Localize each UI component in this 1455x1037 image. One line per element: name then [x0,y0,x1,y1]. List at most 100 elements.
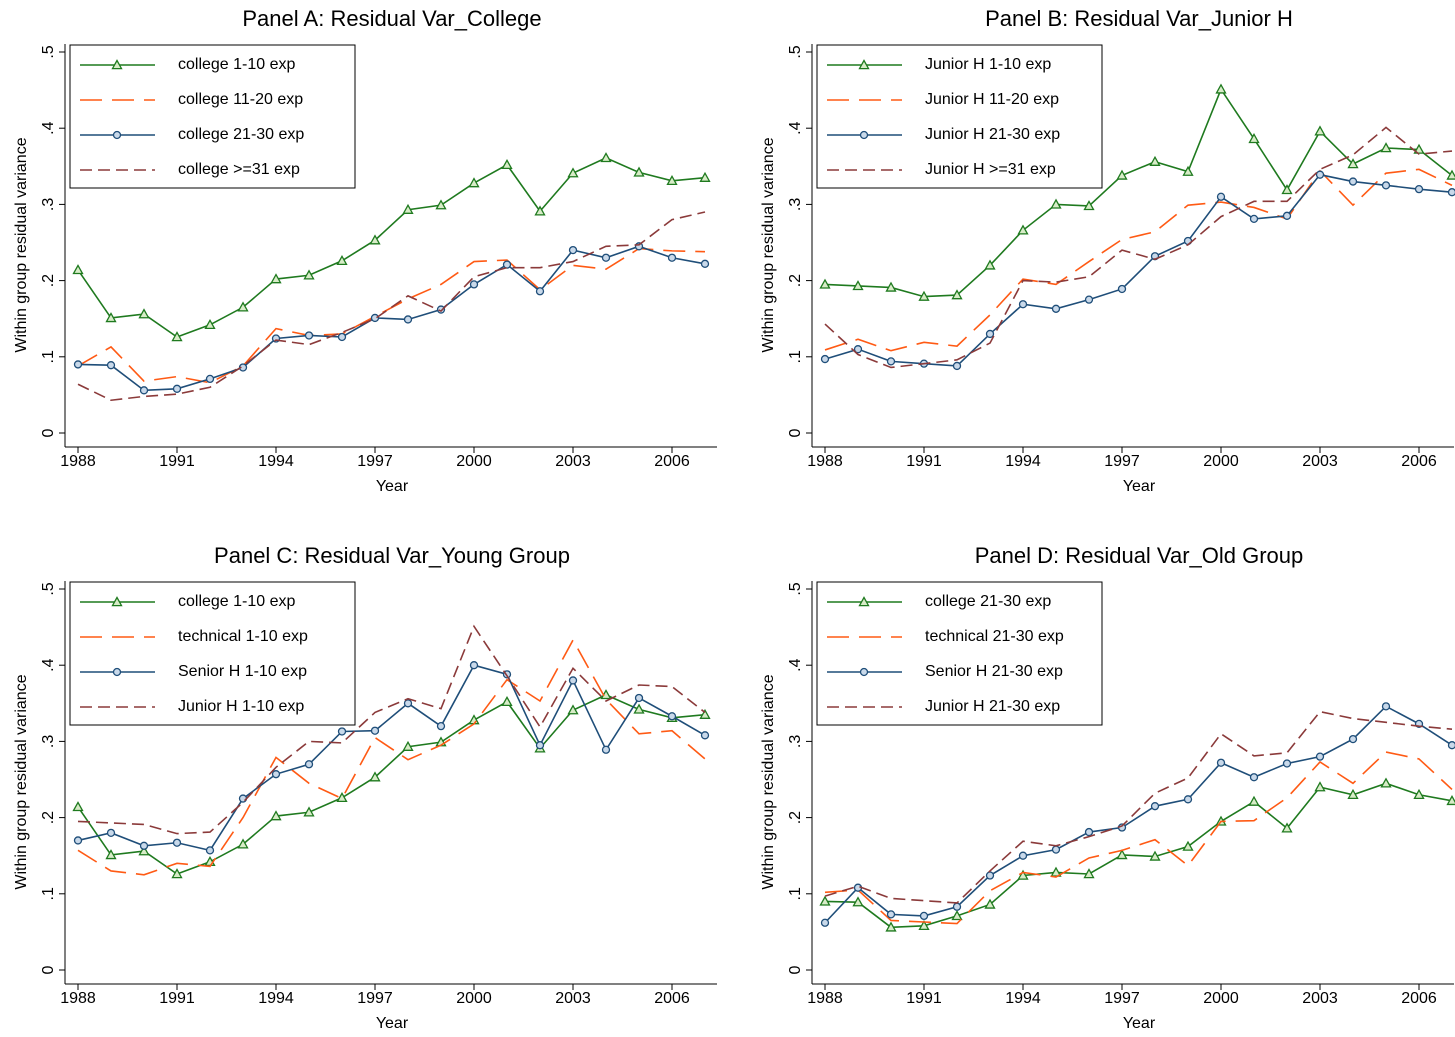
legend: college 21-30 exp technical 21-30 exp Seni… [816,581,1103,726]
marker [204,318,216,330]
legend-label: Junior H 11-20 exp [925,91,1059,108]
marker [886,357,896,366]
marker [1083,868,1095,879]
x-axis-label: Year [1123,478,1156,495]
marker [666,174,678,186]
marker [1083,200,1095,211]
marker [1116,849,1128,860]
marker [138,845,150,856]
marker [1315,170,1325,179]
y-axis-label: Within group residual variance [13,137,30,352]
marker [886,910,896,919]
marker [205,846,215,855]
marker [112,667,122,677]
x-tick-label: 2003 [555,990,591,1007]
marker [600,152,612,163]
marker [139,841,149,850]
marker [1084,295,1094,304]
legend-label: college 1-10 exp [178,593,296,610]
x-axis-label: Year [376,478,409,495]
series-line [824,168,1453,352]
marker [820,918,830,927]
legend-label: Junior H 1-10 exp [178,698,304,715]
y-tick-label: 0 [40,965,57,974]
marker [1447,741,1455,750]
legend-label: college 21-30 exp [178,126,304,143]
marker [304,331,314,340]
marker [1051,304,1061,313]
marker [1315,752,1325,761]
marker [1050,866,1062,877]
marker [402,740,414,751]
marker [567,704,579,715]
marker [1248,795,1260,806]
series-line [824,710,1453,904]
marker [1281,184,1293,195]
y-tick-label: .2 [40,274,57,287]
marker [468,177,480,188]
series-line [77,157,706,338]
legend-label: technical 21-30 exp [925,628,1064,645]
y-tick-label: .2 [40,811,57,824]
marker [1149,850,1161,861]
y-tick-label: .3 [40,735,57,748]
marker [918,290,930,301]
marker [859,667,869,677]
series-line [77,211,706,402]
y-tick-label: .4 [787,658,804,671]
marker [852,280,864,291]
marker [534,205,546,216]
panel: Panel B: Residual Var_Junior H 0 .1 .2 .3 .4.… [760,6,1455,495]
marker [952,902,962,911]
marker [502,260,512,269]
marker [1215,83,1227,94]
marker [859,130,869,140]
marker [1414,185,1424,194]
marker [535,741,545,750]
legend: college 1-10 exp college 11-20 exp college… [69,44,356,189]
marker [985,329,995,339]
marker [139,386,149,395]
x-tick-label: 1997 [1104,453,1140,470]
marker [820,354,830,364]
series-line [77,247,706,384]
x-tick-label: 1997 [1104,990,1140,1007]
x-tick-label: 1988 [807,453,843,470]
x-tick-label: 1994 [258,990,294,1007]
marker [205,374,215,384]
x-tick-label: 2000 [1203,453,1239,470]
x-tick-label: 2003 [1302,453,1338,470]
marker [73,836,83,845]
x-tick-label: 1991 [906,453,942,470]
marker [403,699,413,708]
marker [1381,702,1391,711]
marker [567,167,579,178]
y-tick-label: .1 [40,887,57,900]
marker [885,921,897,932]
x-tick-label: 2003 [1302,990,1338,1007]
x-tick-label: 2000 [456,990,492,1007]
marker [885,281,897,292]
y-tick-label: .2 [787,274,804,287]
x-tick-label: 2006 [1401,990,1437,1007]
marker [304,760,314,769]
y-tick-label: .3 [787,198,804,211]
y-tick-label: .5 [787,45,804,58]
marker [819,895,831,906]
marker [699,708,711,719]
marker [105,849,117,860]
marker [700,731,710,740]
marker [1018,851,1028,860]
series-line [824,705,1453,924]
marker [501,158,513,170]
marker [270,273,282,284]
marker [633,166,645,177]
y-tick-label: .5 [787,582,804,595]
y-tick-label: .3 [40,198,57,211]
y-tick-label: 0 [40,428,57,437]
marker [1050,198,1062,209]
marker [984,898,996,909]
marker [1381,181,1391,190]
